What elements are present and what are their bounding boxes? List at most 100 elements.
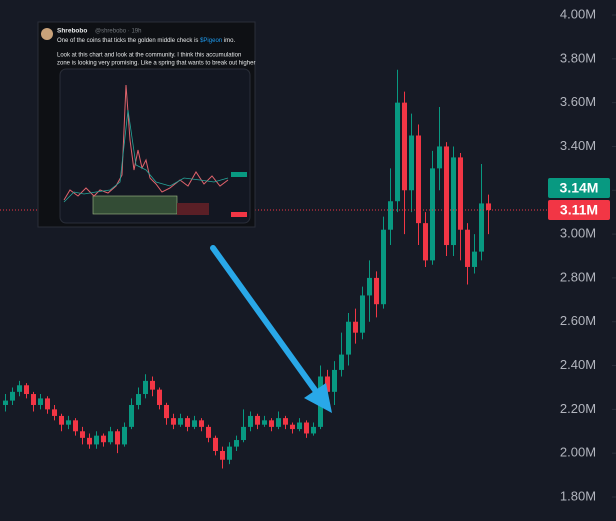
candle-body xyxy=(451,157,456,246)
tweet-text-part: One of the coins that ticks the golden m… xyxy=(57,38,198,44)
candle-body xyxy=(220,450,225,460)
arrow-shaft xyxy=(210,245,323,400)
candle-body xyxy=(444,146,449,246)
candle-body xyxy=(465,229,470,267)
candle-body xyxy=(143,380,148,395)
tweet-handle: @shrebobo · 19h xyxy=(95,29,141,35)
candle-body xyxy=(108,431,113,443)
candle-body xyxy=(178,418,183,425)
candle-body xyxy=(332,369,337,392)
tweet-cashtag[interactable]: $Pigeon xyxy=(200,38,222,44)
tweet-price-tag xyxy=(231,172,247,177)
tweet-text-part: imo. xyxy=(224,38,236,44)
y-tick-label: 3.80M xyxy=(560,50,596,65)
candle-body xyxy=(255,415,260,425)
tweet-image xyxy=(59,68,251,224)
candle-body xyxy=(3,400,8,405)
candle-body xyxy=(248,415,253,427)
candle-body xyxy=(416,135,421,224)
candle-body xyxy=(115,431,120,445)
candle-body xyxy=(150,380,155,390)
tweet-embed: Shrebobo @shrebobo · 19h One of the coin… xyxy=(37,21,256,228)
candle-body xyxy=(164,404,169,419)
candle-body xyxy=(66,420,71,425)
y-tick-label: 4.00M xyxy=(560,6,596,21)
y-tick-label: 2.40M xyxy=(560,357,596,372)
candle-body xyxy=(325,376,330,392)
tweet-body-line: zone is looking very promising. Like a s… xyxy=(57,61,255,67)
candle-body xyxy=(73,420,78,432)
price-tag-label: 3.11M xyxy=(560,202,598,218)
arrow-head xyxy=(304,383,332,413)
tweet-body-line: Look at this chart and look at the commu… xyxy=(57,53,241,59)
avatar xyxy=(41,28,53,40)
candle-body xyxy=(486,203,491,210)
candle-body xyxy=(10,391,15,401)
candle-body xyxy=(87,437,92,445)
candle-body xyxy=(353,321,358,333)
y-tick-label: 3.00M xyxy=(560,226,596,241)
candle-body xyxy=(304,422,309,434)
tweet-mini-chart xyxy=(63,84,229,201)
tweet-zone xyxy=(92,195,178,215)
candle-body xyxy=(262,420,267,425)
candle-body xyxy=(17,385,22,392)
candle-body xyxy=(297,422,302,430)
candle-body xyxy=(129,404,134,427)
candle-body xyxy=(59,415,64,425)
candle-body xyxy=(269,420,274,427)
tweet-price-tag xyxy=(231,212,247,217)
candle-body xyxy=(185,418,190,427)
y-tick-label: 2.20M xyxy=(560,401,596,416)
candle-body xyxy=(38,398,43,405)
candle-body xyxy=(409,135,414,191)
candle-body xyxy=(234,440,239,447)
candle-body xyxy=(381,229,386,305)
y-tick-label: 2.60M xyxy=(560,313,596,328)
price-tag xyxy=(548,199,610,220)
candle-body xyxy=(24,385,29,395)
candle-body xyxy=(290,424,295,430)
candle-body xyxy=(423,223,428,261)
candle-body xyxy=(94,435,99,445)
tweet-mini-chart xyxy=(63,109,229,203)
price-tag xyxy=(548,177,610,198)
candle-body xyxy=(430,168,435,261)
tweet-zone xyxy=(177,203,209,215)
candle-body xyxy=(192,420,197,427)
candle-body xyxy=(395,102,400,202)
candle-body xyxy=(136,394,141,405)
candle-body xyxy=(458,157,463,230)
candle-body xyxy=(199,420,204,427)
candle-body xyxy=(402,102,407,191)
candle-body xyxy=(339,354,344,370)
y-tick-label: 2.00M xyxy=(560,445,596,460)
candle-body xyxy=(437,146,442,169)
candle-body xyxy=(206,426,211,438)
price-tag-label: 3.14M xyxy=(560,180,599,196)
candle-body xyxy=(122,426,127,445)
candle-body xyxy=(367,277,372,296)
candle-body xyxy=(241,426,246,441)
y-tick-label: 2.80M xyxy=(560,269,596,284)
tweet-name: Shrebobo xyxy=(57,28,87,35)
candle-body xyxy=(45,398,50,410)
tweet-text: One of the coins that ticks the golden m… xyxy=(57,38,235,44)
candle-body xyxy=(213,437,218,451)
candle-body xyxy=(227,446,232,460)
candle-body xyxy=(171,418,176,425)
candle-body xyxy=(346,321,351,355)
candle-body xyxy=(80,431,85,438)
candle-body xyxy=(472,251,477,267)
candle-body xyxy=(388,201,393,230)
y-tick-label: 1.80M xyxy=(560,488,596,503)
candle-body xyxy=(31,394,36,405)
candle-body xyxy=(157,389,162,405)
candle-body xyxy=(311,426,316,434)
candle-body xyxy=(101,435,106,443)
candle-body xyxy=(360,295,365,333)
y-tick-label: 3.60M xyxy=(560,94,596,109)
candle-body xyxy=(276,418,281,427)
